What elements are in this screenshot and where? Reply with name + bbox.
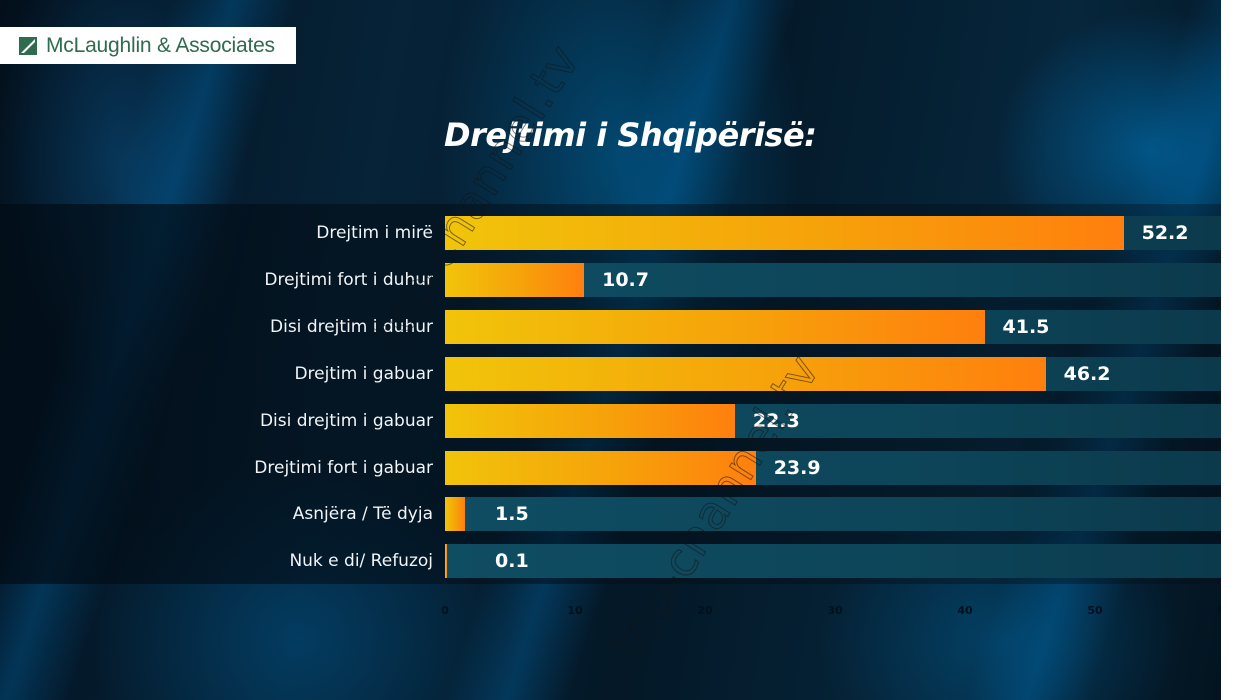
axis-tick-label: 20: [697, 604, 713, 617]
bar: [445, 497, 465, 532]
bar-row: Drejtimi fort i gabuar 23.9: [0, 450, 1221, 485]
category-label: Drejtim i gabuar: [294, 363, 433, 384]
logo-badge: McLaughlin & Associates: [0, 27, 296, 64]
bar: [445, 262, 585, 297]
category-label: Nuk e di/ Refuzoj: [289, 551, 433, 572]
axis-tick-label: 50: [1087, 604, 1103, 617]
value-label: 22.3: [752, 409, 800, 432]
category-label: Disi drejtim i duhur: [270, 316, 433, 337]
logo-icon: [19, 36, 37, 55]
value-label: 23.9: [773, 456, 821, 479]
axis-tick-label: 60: [1217, 604, 1221, 617]
bar-row: Disi drejtim i gabuar 22.3: [0, 403, 1221, 438]
category-label: Drejtim i mirë: [316, 223, 433, 243]
value-label: 10.7: [602, 268, 649, 291]
category-label: Asnjëra / Të dyja: [292, 504, 433, 525]
axis-tick-label: 40: [957, 604, 973, 617]
axis-tick-label: 10: [567, 604, 583, 617]
bar: [445, 403, 735, 438]
value-label: 41.5: [1002, 315, 1050, 338]
value-label: 1.5: [495, 503, 529, 526]
chart-title: Drejtimi i Shqipërisë:: [444, 116, 817, 154]
bar: [445, 450, 756, 485]
value-label: 52.2: [1141, 222, 1189, 244]
category-label: Drejtimi fort i gabuar: [254, 457, 433, 478]
value-label: 46.2: [1063, 362, 1111, 385]
bar: [445, 356, 1046, 391]
category-label: Disi drejtim i gabuar: [259, 410, 433, 431]
axis-tick-label: 30: [827, 604, 843, 617]
bar-row: Asnjëra / Të dyja 1.5: [0, 497, 1221, 532]
bar-row: Drejtim i gabuar 46.2: [0, 356, 1221, 391]
category-label: Drejtimi fort i duhur: [264, 269, 433, 290]
bar-track: [445, 497, 1221, 532]
axis-tick-label: 0: [441, 604, 449, 617]
bar-row: Disi drejtim i duhur 41.5: [0, 309, 1221, 344]
logo-text: McLaughlin & Associates: [46, 33, 275, 57]
bar: [445, 544, 447, 579]
bar: [445, 309, 985, 344]
bar-row: Nuk e di/ Refuzoj 0.1: [0, 544, 1221, 579]
bar-row: Drejtimi fort i duhur 10.7: [0, 262, 1221, 297]
bar-track: [445, 544, 1221, 579]
bar: [445, 216, 1124, 250]
value-label: 0.1: [495, 550, 529, 573]
bar-row: Drejtim i mirë 52.2: [0, 216, 1221, 250]
